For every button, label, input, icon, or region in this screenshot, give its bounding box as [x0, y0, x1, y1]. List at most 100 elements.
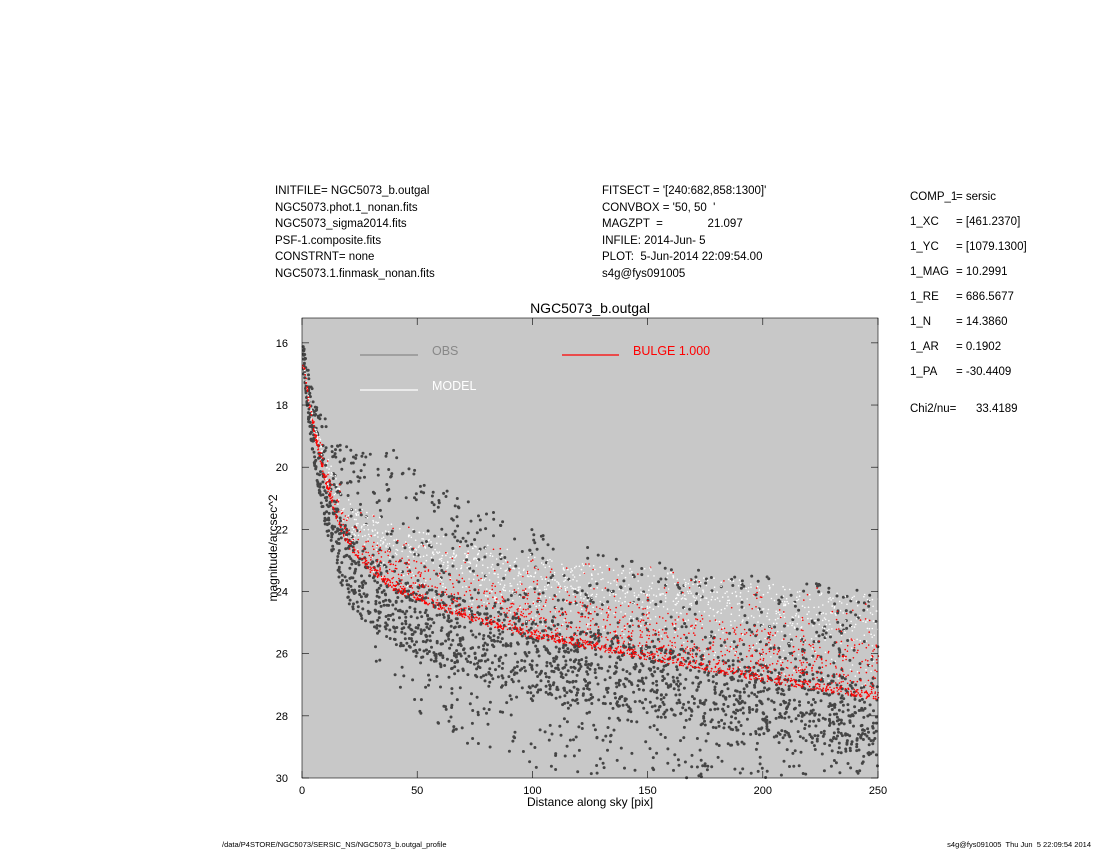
obs-point — [697, 774, 701, 778]
bulge-point — [728, 650, 731, 653]
obs-point — [501, 710, 505, 714]
bulge-point — [646, 634, 648, 637]
model-point — [586, 630, 589, 632]
model-point — [363, 528, 366, 531]
obs-point — [846, 708, 850, 712]
model-point — [866, 619, 868, 621]
model-point — [474, 557, 476, 559]
obs-point — [651, 681, 655, 685]
obs-point — [778, 655, 782, 659]
bulge-point — [799, 659, 801, 662]
obs-point — [444, 639, 448, 643]
model-point — [827, 601, 830, 603]
model-point — [851, 596, 854, 599]
obs-point — [747, 694, 751, 698]
model-point — [791, 624, 793, 627]
bulge-point — [485, 622, 488, 624]
bulge-point — [667, 636, 669, 639]
obs-point — [727, 725, 731, 729]
obs-point — [813, 748, 817, 751]
bulge-point — [641, 631, 643, 633]
bulge-point — [865, 603, 867, 605]
obs-point — [755, 708, 759, 712]
obs-point — [413, 698, 417, 701]
model-point — [367, 538, 369, 540]
obs-point — [592, 723, 596, 727]
obs-point — [313, 455, 317, 459]
obs-point — [352, 455, 355, 459]
obs-point — [808, 712, 812, 716]
bulge-point — [829, 663, 832, 665]
model-point — [415, 549, 418, 551]
obs-point — [615, 661, 618, 665]
bulge-point — [506, 612, 508, 614]
model-point — [590, 594, 592, 597]
obs-point — [424, 685, 428, 689]
obs-point — [504, 680, 508, 684]
bulge-point — [523, 616, 525, 618]
obs-point — [617, 683, 621, 687]
obs-point — [606, 690, 610, 694]
obs-point — [868, 593, 872, 597]
model-point — [820, 593, 823, 596]
obs-point — [647, 667, 651, 671]
obs-point — [465, 558, 469, 562]
bulge-point — [864, 684, 867, 686]
bulge-point — [514, 613, 516, 615]
obs-point — [415, 651, 419, 655]
obs-point — [492, 511, 495, 514]
bulge-point — [748, 603, 751, 606]
obs-point — [312, 461, 316, 465]
model-point — [579, 574, 581, 576]
model-point — [840, 626, 842, 628]
model-point — [647, 622, 649, 625]
bulge-point — [394, 564, 397, 567]
obs-point — [347, 590, 351, 594]
model-point — [692, 583, 694, 586]
bulge-point — [506, 607, 508, 610]
bulge-point — [858, 643, 861, 646]
bulge-point — [576, 634, 578, 637]
bulge-point — [850, 670, 853, 673]
model-point — [829, 597, 831, 599]
obs-point — [450, 706, 454, 709]
model-point — [460, 567, 462, 570]
bulge-point — [458, 597, 460, 600]
model-point — [379, 544, 382, 546]
model-point — [728, 602, 731, 605]
bulge-point — [606, 638, 609, 641]
obs-point — [670, 708, 674, 712]
obs-point — [430, 494, 434, 498]
model-point — [698, 579, 701, 582]
obs-point — [576, 688, 580, 692]
obs-point — [561, 598, 565, 602]
bulge-point — [528, 613, 530, 615]
model-point — [687, 582, 690, 585]
obs-point — [862, 640, 866, 643]
bulge-point — [617, 626, 619, 628]
obs-point — [391, 555, 395, 559]
obs-point — [817, 634, 821, 638]
obs-point — [726, 742, 730, 746]
obs-point — [779, 773, 783, 777]
bulge-point — [419, 575, 422, 578]
obs-point — [361, 549, 365, 553]
obs-point — [698, 701, 702, 705]
model-point — [354, 534, 357, 537]
obs-point — [375, 626, 379, 630]
obs-point — [614, 696, 617, 700]
model-point — [643, 567, 646, 570]
model-point — [525, 603, 528, 605]
model-point — [777, 630, 779, 633]
obs-point — [716, 655, 720, 659]
obs-point — [651, 756, 655, 760]
obs-point — [404, 648, 408, 652]
obs-point — [811, 673, 815, 676]
obs-point — [550, 620, 554, 624]
obs-point — [621, 564, 625, 568]
obs-point — [776, 691, 780, 695]
obs-point — [357, 560, 361, 564]
model-point — [795, 613, 798, 615]
bulge-point — [840, 681, 843, 683]
model-point — [703, 610, 706, 613]
